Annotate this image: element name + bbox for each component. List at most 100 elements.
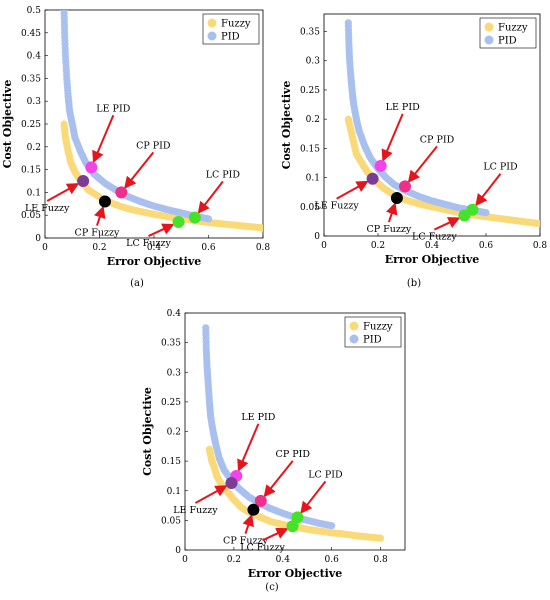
annotation-arrow (194, 485, 228, 504)
annotation-arrow (263, 460, 294, 498)
annotation-arrow (300, 480, 327, 514)
x-tick-label: 0.2 (227, 555, 241, 565)
y-tick-label: 0.15 (21, 166, 41, 176)
x-tick-label: 0 (321, 241, 327, 251)
y-tick-label: 0.25 (300, 86, 320, 96)
y-tick-label: 0.25 (21, 120, 41, 130)
marker-cp-pid (399, 180, 411, 193)
annotation-label: LC Fuzzy (126, 238, 171, 249)
legend-swatch-fuzzy (207, 18, 217, 28)
annotation-label: LC PID (308, 469, 343, 480)
x-axis-label: Error Objective (385, 253, 480, 266)
series-point-fuzzy (259, 224, 263, 232)
chart-panel-3: 0 0.2 0.4 0.6 0.8 0 0.05 0.1 0.15 0.2 0.25 0.3 0.35 0… (141, 309, 406, 580)
series-point-fuzzy (536, 220, 540, 228)
x-tick-label: 0.4 (276, 555, 291, 565)
annotation-label: LE PID (241, 412, 275, 423)
y-tick-label: 0 (35, 234, 41, 244)
y-tick-label: 0 (314, 232, 320, 242)
legend-swatch-fuzzy (349, 321, 359, 331)
y-tick-label: 0.15 (300, 144, 320, 154)
annotation-arrow (94, 205, 106, 226)
marker-lc-fuzzy (458, 209, 471, 222)
y-tick-label: 0.1 (167, 487, 181, 497)
y-tick-label: 0.2 (306, 115, 320, 125)
legend-swatch-pid (207, 31, 217, 41)
x-tick-label: 0.4 (425, 241, 440, 251)
annotation-label: LC Fuzzy (240, 542, 285, 553)
annotation-arrow (262, 527, 289, 542)
x-tick-label: 0 (42, 243, 48, 253)
annotation-arrow (433, 217, 461, 231)
legend: Fuzzy PID (479, 17, 537, 49)
legend-label-fuzzy: Fuzzy (221, 19, 251, 30)
marker-le-fuzzy (225, 477, 238, 490)
y-tick-label: 0.1 (27, 188, 41, 198)
panel-label-c: (c) (265, 582, 279, 593)
y-tick-label: 0.2 (27, 143, 41, 153)
y-tick-label: 0.15 (161, 457, 181, 467)
annotation-label: LE PID (386, 102, 420, 113)
legend-label-fuzzy: Fuzzy (363, 322, 393, 333)
annotation-arrow (197, 180, 224, 214)
annotation-label: CP PID (136, 140, 171, 151)
y-tick-label: 0.35 (21, 74, 41, 84)
y-axis-label: Cost Objective (1, 80, 14, 169)
chart-panel-1: 0 0.2 0.4 0.6 0.8 0 0.05 0.1 0.15 0.2 0.25 0.3 0.35 0… (1, 6, 270, 268)
legend-label-pid: PID (221, 32, 240, 43)
marker-cp-pid (115, 186, 128, 199)
annotation-label: CP Fuzzy (367, 224, 412, 235)
legend-swatch-fuzzy (484, 22, 494, 32)
legend: Fuzzy PID (202, 13, 260, 45)
y-tick-label: 0.5 (27, 6, 42, 16)
x-tick-label: 0.8 (373, 555, 388, 565)
panels-root: 0 0.2 0.4 0.6 0.8 0 0.05 0.1 0.15 0.2 0.25 0.3 0.35 0… (1, 6, 547, 580)
legend-swatch-pid (484, 35, 494, 45)
marker-lc-fuzzy (286, 520, 299, 533)
y-tick-label: 0.05 (161, 516, 181, 526)
y-tick-label: 0.4 (27, 52, 42, 62)
annotation-arrow (237, 423, 260, 472)
x-tick-label: 0.2 (92, 243, 106, 253)
legend: Fuzzy PID (344, 316, 402, 348)
series-point-fuzzy (376, 534, 385, 542)
marker-cp-fuzzy (390, 192, 403, 205)
y-tick-label: 0.4 (167, 309, 182, 319)
annotation-label: LC Fuzzy (412, 232, 457, 243)
annotation-arrow (475, 173, 502, 207)
legend-label-fuzzy: Fuzzy (498, 23, 528, 34)
annotation-label: LC PID (206, 169, 241, 180)
annotation-arrow (46, 183, 80, 202)
y-tick-label: 0.3 (167, 368, 182, 378)
annotation-label: LE Fuzzy (25, 203, 70, 214)
series-point-pid (482, 209, 490, 217)
marker-le-fuzzy (77, 175, 90, 187)
annotation-arrow (385, 202, 398, 223)
marker-cp-fuzzy (247, 503, 260, 516)
x-tick-label: 0.6 (201, 243, 216, 253)
x-tick-label: 0.6 (479, 241, 494, 251)
y-tick-label: 0 (175, 546, 181, 556)
y-tick-label: 0.45 (21, 29, 41, 39)
plot-area (44, 9, 264, 239)
marker-cp-pid (254, 494, 267, 507)
y-tick-label: 0.05 (300, 203, 320, 213)
x-axis-label: Error Objective (107, 255, 202, 268)
annotation-arrow (381, 113, 404, 162)
y-tick-label: 0.35 (161, 339, 181, 349)
annotation-label: CP PID (420, 134, 455, 145)
annotation-arrow (124, 151, 155, 189)
y-tick-label: 0.3 (27, 97, 42, 107)
y-axis-label: Cost Objective (141, 387, 154, 476)
marker-lc-pid (291, 511, 304, 524)
series-point-pid (204, 215, 213, 223)
annotation-label: CP PID (276, 449, 311, 460)
marker-le-pid (374, 159, 387, 172)
legend-label-pid: PID (363, 335, 382, 346)
marker-cp-fuzzy (98, 195, 111, 208)
x-tick-label: 0.6 (325, 555, 340, 565)
legend-swatch-pid (349, 334, 359, 344)
marker-lc-pid (188, 211, 201, 224)
data-points (344, 19, 540, 228)
x-tick-label: 0 (182, 555, 188, 565)
